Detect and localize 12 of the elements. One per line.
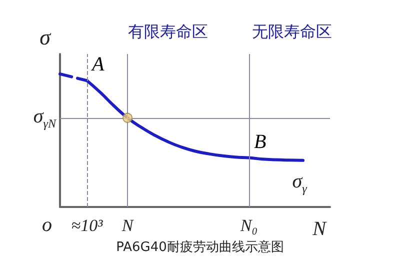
text: σ$_{γN}$ (33, 105, 56, 130)
text: o (42, 214, 52, 236)
x-tick-label: N (120, 216, 135, 235)
x-tick-label: ≈10³ (71, 216, 104, 235)
annotation: A (90, 54, 105, 76)
text: 无限寿命区 (252, 22, 332, 41)
text: 有限寿命区 (128, 22, 208, 41)
text: PA6G40耐疲劳动曲线示意图 (116, 240, 284, 255)
annotation: B (254, 130, 266, 153)
x-tick-label: N₀ (239, 216, 258, 235)
y-axis-title: σ (40, 24, 52, 50)
annotation: σ$_{γ}$ (292, 170, 307, 196)
